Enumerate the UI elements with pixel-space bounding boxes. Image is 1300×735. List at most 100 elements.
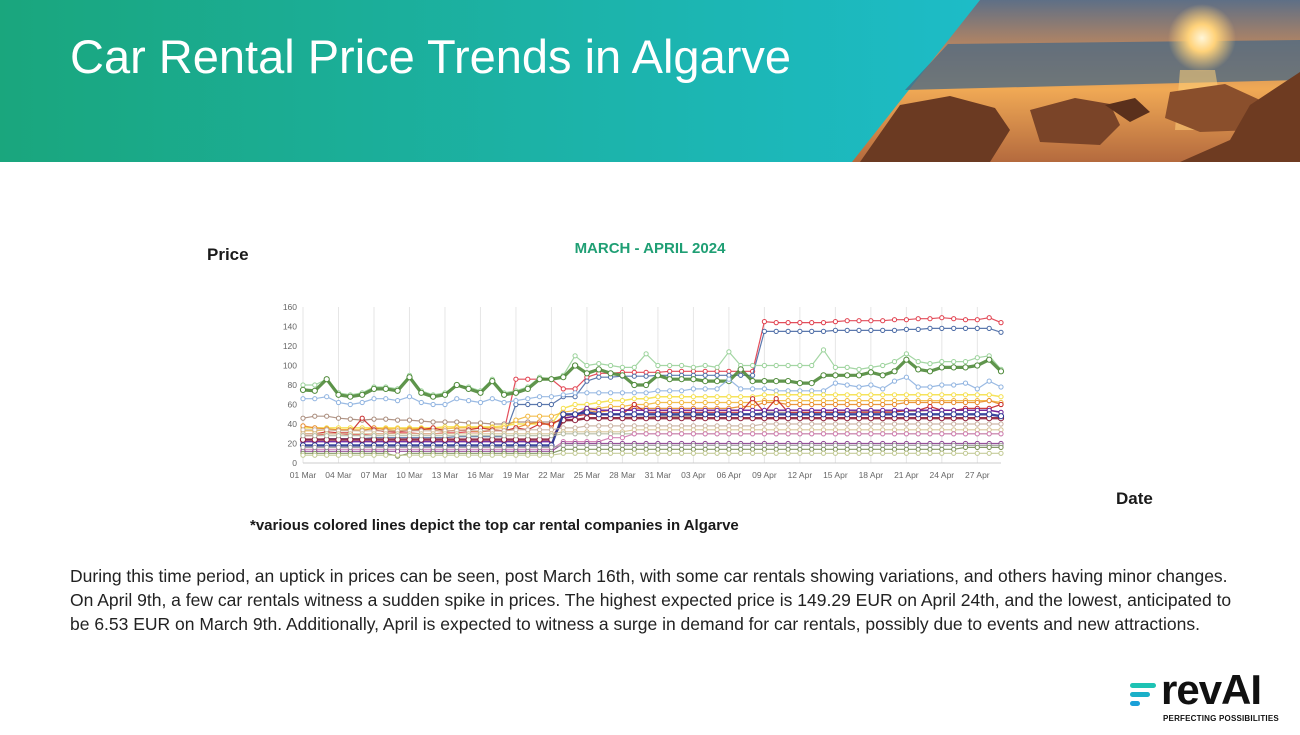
data-point [359, 399, 365, 406]
x-tick-label: 18 Apr [859, 470, 884, 480]
data-point [938, 364, 945, 371]
data-point [608, 423, 614, 429]
series-group [300, 315, 1004, 439]
data-point [690, 386, 696, 392]
data-point [998, 450, 1004, 456]
data-point [986, 431, 992, 437]
data-point [844, 327, 850, 334]
data-point [335, 433, 342, 439]
data-point [832, 380, 839, 386]
data-point [548, 433, 554, 439]
x-tick-label: 24 Apr [930, 470, 955, 480]
data-point [797, 362, 803, 369]
data-point [867, 411, 875, 418]
data-point [536, 376, 543, 383]
data-point [537, 401, 543, 408]
data-point [643, 396, 649, 402]
data-point [915, 326, 921, 333]
data-point [891, 450, 898, 456]
data-point [773, 328, 779, 335]
data-point [797, 431, 803, 437]
data-point [300, 396, 306, 402]
data-point [714, 364, 720, 371]
data-point [371, 416, 377, 422]
data-point [335, 415, 342, 421]
x-axis-label: Date [1116, 489, 1153, 508]
data-point [891, 401, 898, 408]
data-point [666, 376, 673, 383]
data-point [915, 399, 921, 406]
data-point [773, 320, 779, 326]
data-point [465, 385, 472, 393]
data-point [974, 450, 980, 456]
chart-footnote: *various colored lines depict the top ca… [250, 517, 739, 534]
data-point [477, 444, 484, 450]
series-group [299, 356, 1005, 400]
data-point [548, 452, 554, 458]
data-point [761, 362, 767, 369]
data-point [714, 372, 720, 378]
data-point [631, 431, 637, 437]
data-point [714, 378, 721, 385]
data-point [525, 433, 531, 439]
data-point [690, 364, 696, 371]
data-point [749, 378, 756, 385]
data-point [986, 392, 992, 398]
data-point [714, 399, 720, 406]
x-tick-label: 31 Mar [645, 470, 672, 480]
data-point [359, 433, 365, 439]
data-point [939, 359, 945, 365]
data-point [868, 450, 874, 456]
data-point [406, 374, 413, 381]
data-point [560, 392, 566, 398]
data-point [797, 450, 803, 456]
data-point [844, 421, 850, 427]
data-point [430, 452, 436, 458]
data-point [584, 390, 590, 396]
data-point [477, 389, 484, 396]
data-point [501, 433, 507, 439]
data-point [406, 433, 413, 439]
data-point [880, 401, 886, 408]
data-point [998, 401, 1004, 408]
data-point [312, 452, 318, 458]
data-point [738, 386, 744, 392]
data-point [832, 392, 839, 398]
data-point [572, 431, 578, 437]
data-point [347, 416, 353, 422]
data-point [820, 372, 827, 379]
data-point [679, 431, 685, 437]
data-point [726, 349, 732, 355]
y-tick-label: 160 [283, 302, 297, 312]
data-point [714, 431, 720, 437]
data-point [855, 372, 863, 379]
data-point [903, 317, 910, 323]
data-point [501, 452, 507, 458]
data-point [430, 444, 436, 450]
data-point [915, 316, 921, 322]
data-point [572, 390, 578, 396]
data-point [785, 401, 791, 408]
data-point [359, 391, 366, 398]
data-point [335, 399, 342, 406]
data-point [595, 366, 602, 373]
data-point [596, 399, 602, 406]
data-point [584, 450, 590, 456]
data-point [962, 364, 969, 371]
data-point [796, 411, 804, 418]
data-point [750, 386, 756, 392]
data-point [359, 452, 365, 458]
data-point [808, 380, 815, 387]
data-point [619, 450, 625, 456]
data-point [797, 392, 803, 398]
data-point [726, 399, 732, 406]
data-point [335, 444, 342, 450]
data-point [395, 444, 401, 450]
data-point [998, 320, 1004, 326]
data-point [324, 452, 330, 458]
data-point [596, 450, 602, 456]
data-point [915, 359, 921, 365]
data-point [832, 450, 839, 456]
data-point [654, 372, 661, 379]
data-point [974, 362, 981, 369]
